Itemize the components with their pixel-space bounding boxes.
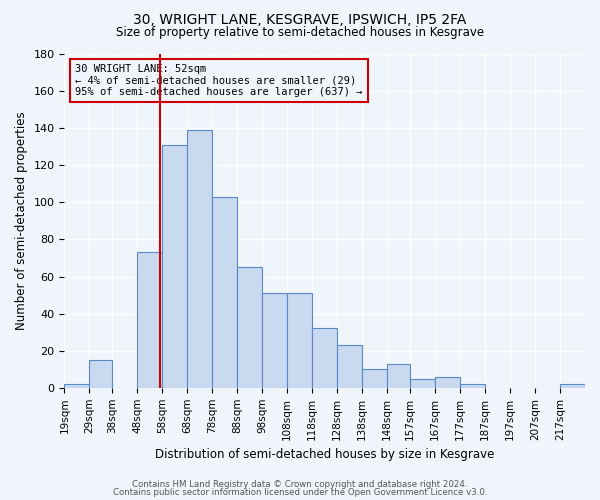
Text: Size of property relative to semi-detached houses in Kesgrave: Size of property relative to semi-detach…: [116, 26, 484, 39]
Bar: [262, 293, 287, 388]
Bar: [162, 145, 187, 388]
Text: Contains HM Land Registry data © Crown copyright and database right 2024.: Contains HM Land Registry data © Crown c…: [132, 480, 468, 489]
Bar: [460, 384, 485, 388]
Bar: [387, 364, 410, 388]
Bar: [137, 252, 162, 388]
Bar: [410, 378, 435, 388]
Bar: [337, 345, 362, 388]
Bar: [212, 197, 237, 388]
Bar: [312, 328, 337, 388]
Bar: [187, 130, 212, 388]
Bar: [64, 384, 89, 388]
Text: Contains public sector information licensed under the Open Government Licence v3: Contains public sector information licen…: [113, 488, 487, 497]
X-axis label: Distribution of semi-detached houses by size in Kesgrave: Distribution of semi-detached houses by …: [155, 448, 494, 461]
Bar: [362, 370, 387, 388]
Bar: [237, 268, 262, 388]
Bar: [287, 293, 312, 388]
Bar: [560, 384, 585, 388]
Y-axis label: Number of semi-detached properties: Number of semi-detached properties: [15, 112, 28, 330]
Text: 30 WRIGHT LANE: 52sqm
← 4% of semi-detached houses are smaller (29)
95% of semi-: 30 WRIGHT LANE: 52sqm ← 4% of semi-detac…: [75, 64, 362, 97]
Text: 30, WRIGHT LANE, KESGRAVE, IPSWICH, IP5 2FA: 30, WRIGHT LANE, KESGRAVE, IPSWICH, IP5 …: [133, 12, 467, 26]
Bar: [435, 376, 460, 388]
Bar: [89, 360, 112, 388]
